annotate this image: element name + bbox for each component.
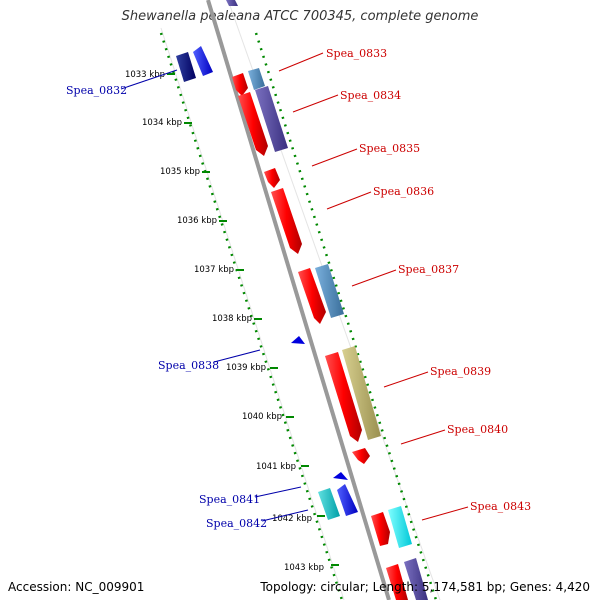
genome-backbone bbox=[206, 0, 391, 600]
leader-line-spea-0838 bbox=[213, 349, 261, 363]
gene-glyph-spea-0841a[interactable] bbox=[333, 472, 348, 480]
gene-glyph-spea-0835[interactable] bbox=[264, 168, 280, 188]
accession-text: Accession: NC_009901 bbox=[8, 580, 145, 594]
gene-glyph-spea-0832b[interactable] bbox=[193, 46, 213, 76]
leader-line-spea-0841 bbox=[254, 486, 302, 498]
kbp-label: 1034 kbp bbox=[142, 118, 182, 128]
kbp-label: 1043 kbp bbox=[284, 563, 324, 573]
reverse-tick-track bbox=[159, 32, 344, 600]
gene-label-spea-0843[interactable]: Spea_0843 bbox=[470, 500, 531, 513]
gene-label-spea-0836[interactable]: Spea_0836 bbox=[373, 185, 434, 198]
kbp-label: 1035 kbp bbox=[160, 167, 200, 177]
gene-label-spea-0837[interactable]: Spea_0837 bbox=[398, 263, 459, 276]
leader-line-spea-0836 bbox=[326, 191, 372, 210]
genome-summary: Topology: circular; Length: 5,174,581 bp… bbox=[260, 580, 590, 594]
kbp-label: 1036 kbp bbox=[177, 216, 217, 226]
gene-glyph-spea-0840[interactable] bbox=[352, 448, 370, 464]
gene-glyph-spea-0838[interactable] bbox=[291, 336, 305, 344]
gene-glyph-spea-0842[interactable] bbox=[337, 484, 358, 516]
gene-label-spea-0835[interactable]: Spea_0835 bbox=[359, 142, 420, 155]
gene-label-spea-0838[interactable]: Spea_0838 bbox=[158, 359, 219, 372]
gene-glyph-spea-0843[interactable] bbox=[371, 512, 390, 546]
leader-lines bbox=[120, 52, 469, 522]
gene-glyph-spea-0839b[interactable] bbox=[342, 346, 381, 440]
kbp-label: 1040 kbp bbox=[242, 412, 282, 422]
gene-glyph[interactable] bbox=[386, 564, 408, 600]
gene-glyphs bbox=[176, 0, 428, 600]
gene-glyph-spea-0834b[interactable] bbox=[255, 86, 288, 152]
gene-glyph[interactable] bbox=[404, 558, 428, 600]
gene-label-spea-0832[interactable]: Spea_0832 bbox=[66, 84, 127, 97]
leader-line-spea-0837 bbox=[351, 269, 397, 287]
gene-label-spea-0839[interactable]: Spea_0839 bbox=[430, 365, 491, 378]
gene-glyph-spea-0832a[interactable] bbox=[176, 52, 196, 82]
gene-glyph-spea-0839[interactable] bbox=[325, 352, 362, 442]
leader-line-spea-0843 bbox=[421, 506, 469, 521]
gene-label-spea-0840[interactable]: Spea_0840 bbox=[447, 423, 508, 436]
kbp-scale: 1033 kbp 1034 kbp 1035 kbp 1036 kbp 1037… bbox=[125, 70, 339, 573]
leader-line-spea-0839 bbox=[383, 371, 429, 388]
leader-line-spea-0835 bbox=[311, 148, 358, 167]
leader-line-spea-0842 bbox=[261, 509, 309, 522]
kbp-label: 1042 kbp bbox=[272, 514, 312, 524]
kbp-label: 1037 kbp bbox=[194, 265, 234, 275]
gene-label-spea-0842[interactable]: Spea_0842 bbox=[206, 517, 267, 530]
gene-labels: Spea_0832 Spea_0833 Spea_0834 Spea_0835 … bbox=[66, 47, 531, 530]
gene-glyph-spea-0833[interactable] bbox=[232, 73, 248, 96]
kbp-label: 1041 kbp bbox=[256, 462, 296, 472]
kbp-label: 1038 kbp bbox=[212, 314, 252, 324]
gene-glyph[interactable] bbox=[226, 0, 238, 6]
gene-glyph-spea-0836[interactable] bbox=[271, 188, 302, 254]
kbp-label: 1039 kbp bbox=[226, 363, 266, 373]
leader-line-spea-0833 bbox=[278, 52, 324, 72]
forward-tick-track bbox=[254, 32, 438, 600]
gene-glyph-spea-0837[interactable] bbox=[298, 268, 326, 324]
leader-line-spea-0834 bbox=[292, 94, 339, 113]
leader-line-spea-0832 bbox=[120, 69, 178, 90]
gene-label-spea-0834[interactable]: Spea_0834 bbox=[340, 89, 401, 102]
leader-line-spea-0840 bbox=[400, 429, 446, 445]
gene-glyph-spea-0834[interactable] bbox=[238, 92, 268, 156]
kbp-label: 1033 kbp bbox=[125, 70, 165, 80]
gene-label-spea-0841[interactable]: Spea_0841 bbox=[199, 493, 260, 506]
gene-glyph-spea-0833b[interactable] bbox=[248, 68, 265, 90]
gene-label-spea-0833[interactable]: Spea_0833 bbox=[326, 47, 387, 60]
gene-glyph-spea-0843b[interactable] bbox=[388, 506, 412, 548]
gene-glyph-spea-0841[interactable] bbox=[318, 488, 340, 520]
gene-glyph-spea-0837b[interactable] bbox=[315, 264, 344, 318]
